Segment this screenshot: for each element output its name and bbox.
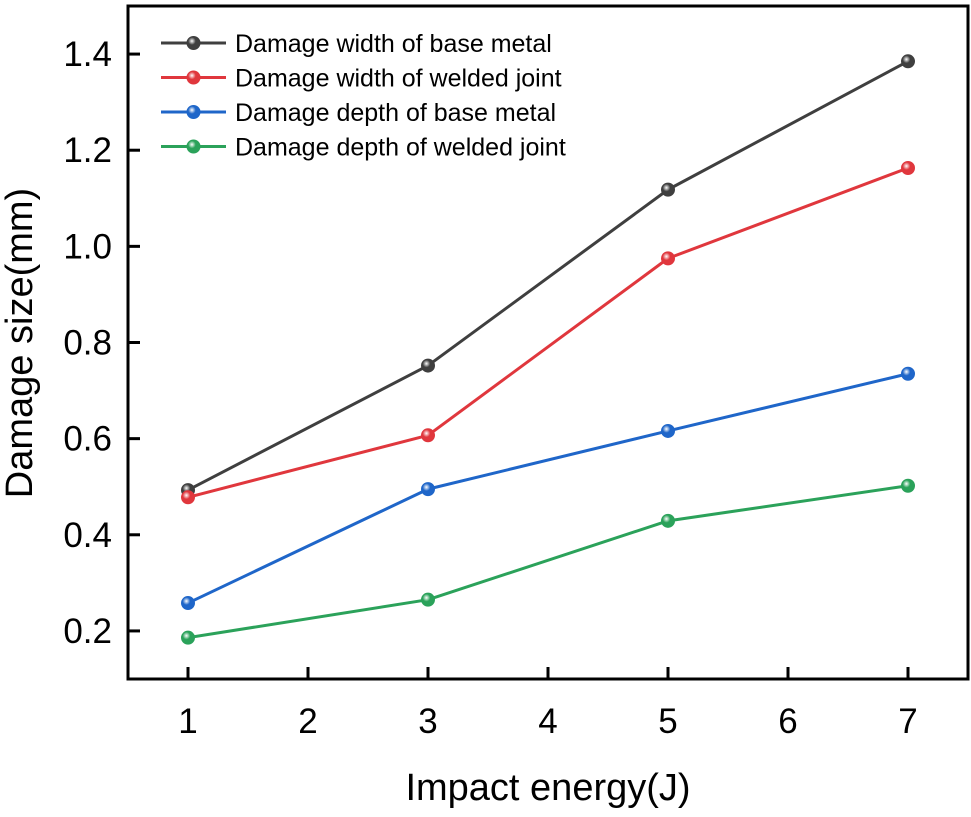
x-tick-label: 7: [898, 702, 917, 741]
series-line-damage-depth-of-welded-joint: [187, 484, 909, 640]
y-tick-label: 0.4: [63, 516, 112, 555]
series-line-damage-width-of-welded-joint: [187, 166, 909, 499]
y-tick-label: 0.2: [63, 612, 112, 651]
data-point-damage-depth-of-welded-joint: [661, 513, 675, 528]
series-damage-depth-of-base-metal: [181, 366, 915, 611]
series-group: [181, 54, 915, 645]
data-point-damage-width-of-base-metal: [901, 54, 915, 69]
data-point-damage-width-of-welded-joint: [421, 428, 435, 443]
series-damage-width-of-welded-joint: [181, 161, 915, 505]
y-tick-label: 1.2: [63, 131, 112, 170]
legend-label: Damage width of base metal: [235, 30, 552, 58]
data-point-damage-depth-of-welded-joint: [181, 630, 195, 645]
legend-item-damage-width-of-base-metal: Damage width of base metal: [161, 30, 552, 58]
data-point-damage-depth-of-welded-joint: [421, 592, 435, 607]
axis-ticks: 1 2 3 4 5 6 7 0.2 0.4 0.6 0.8 1.0 1.2 1.4: [63, 35, 917, 741]
x-tick-label: 1: [178, 702, 197, 741]
series-damage-depth-of-welded-joint: [181, 478, 915, 645]
data-point-damage-width-of-welded-joint: [901, 161, 915, 176]
legend-marker: [186, 105, 201, 119]
data-point-damage-depth-of-base-metal: [661, 423, 675, 438]
x-tick-label: 5: [658, 702, 677, 741]
y-tick-label: 0.8: [63, 324, 112, 363]
legend-marker: [186, 36, 201, 50]
data-point-damage-depth-of-base-metal: [421, 482, 435, 497]
data-point-damage-width-of-welded-joint: [661, 251, 675, 266]
legend-item-damage-depth-of-base-metal: Damage depth of base metal: [161, 99, 556, 127]
x-tick-label: 2: [298, 702, 317, 741]
x-tick-label: 6: [778, 702, 797, 741]
x-tick-label: 4: [538, 702, 557, 741]
legend-label: Damage depth of base metal: [235, 99, 556, 127]
data-point-damage-width-of-welded-joint: [181, 490, 195, 505]
y-tick-label: 1.0: [63, 227, 112, 266]
y-tick-label: 1.4: [63, 35, 112, 74]
legend-label: Damage depth of welded joint: [235, 134, 566, 162]
legend: Damage width of base metal Damage width o…: [161, 30, 566, 162]
data-point-damage-width-of-base-metal: [661, 182, 675, 197]
data-point-damage-depth-of-welded-joint: [901, 478, 915, 493]
y-tick-label: 0.6: [63, 420, 112, 459]
x-tick-label: 3: [418, 702, 437, 741]
y-axis-title: Damage size(mm): [0, 188, 41, 498]
data-point-damage-depth-of-base-metal: [901, 366, 915, 381]
legend-label: Damage width of welded joint: [235, 65, 562, 93]
legend-marker: [186, 70, 201, 85]
legend-item-damage-width-of-welded-joint: Damage width of welded joint: [161, 65, 562, 93]
series-line-damage-depth-of-base-metal: [187, 372, 909, 605]
x-axis-title: Impact energy(J): [405, 767, 690, 809]
data-point-damage-depth-of-base-metal: [181, 596, 195, 611]
legend-marker: [186, 139, 201, 154]
legend-item-damage-depth-of-welded-joint: Damage depth of welded joint: [161, 134, 566, 162]
data-point-damage-width-of-base-metal: [421, 358, 435, 373]
series-line-damage-width-of-base-metal: [187, 59, 909, 492]
